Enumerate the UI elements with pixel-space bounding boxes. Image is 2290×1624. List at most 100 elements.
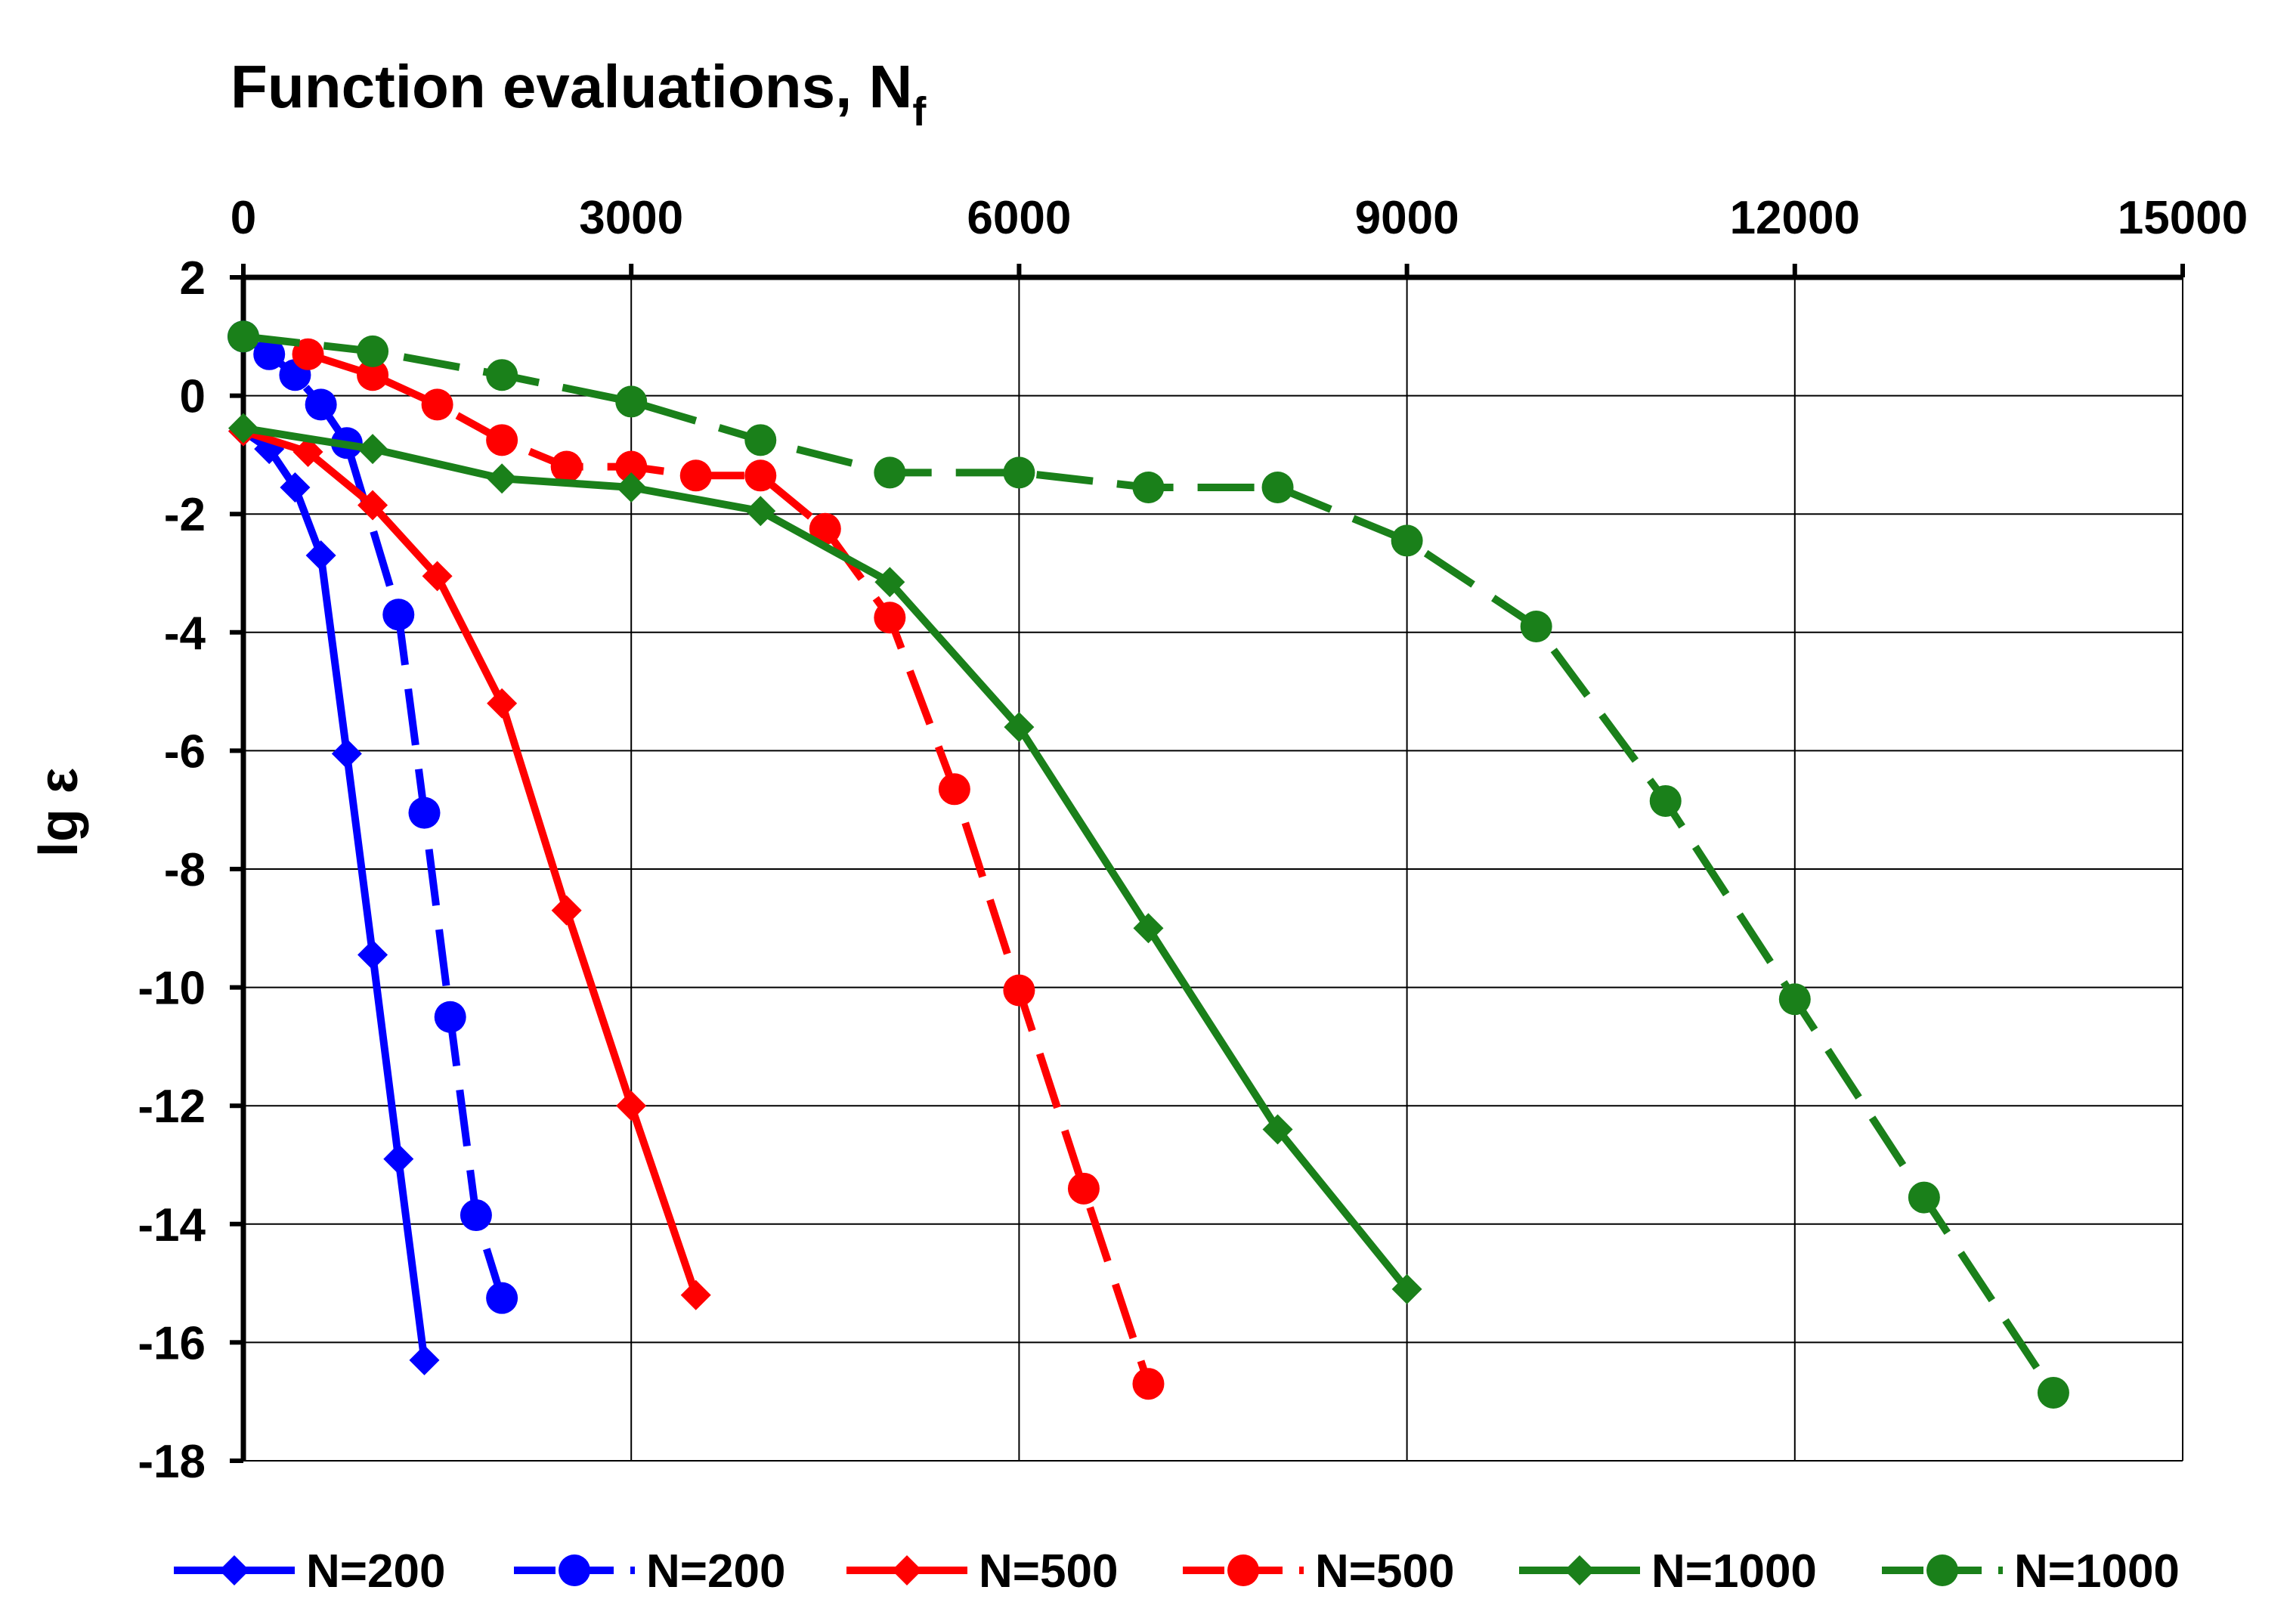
data-point-circle — [1649, 784, 1682, 817]
data-point-diamond — [487, 688, 518, 719]
y-tick-label: -4 — [164, 608, 206, 660]
data-point-circle — [1132, 471, 1165, 503]
data-point-diamond — [874, 567, 905, 598]
y-axis-ticks: 2 0 -2 -4 -6 -8 -10 -12 -14 -16 -18 — [138, 252, 243, 1488]
data-point-circle — [874, 456, 906, 489]
y-tick-label: -6 — [164, 725, 206, 778]
data-point-circle — [1003, 456, 1035, 489]
data-point-diamond — [357, 434, 388, 465]
y-tick-label: -8 — [164, 844, 206, 896]
data-point-diamond — [745, 496, 776, 527]
chart-title-main: Function evaluations, N — [231, 53, 912, 120]
data-point-circle — [1520, 610, 1552, 642]
legend-label: N=1000 — [1651, 1545, 1817, 1598]
data-point-diamond — [680, 1279, 711, 1310]
legend-marker-circle — [559, 1554, 590, 1586]
series-4 — [228, 413, 1422, 1304]
data-point-circle — [227, 320, 259, 353]
legend-marker-diamond — [219, 1555, 249, 1585]
data-point-circle — [615, 450, 648, 483]
legend-marker-circle — [1926, 1554, 1958, 1586]
data-point-diamond — [228, 413, 258, 444]
data-point-diamond — [422, 561, 453, 592]
data-point-circle — [1067, 1172, 1100, 1205]
data-point-circle — [305, 388, 337, 421]
data-point-circle — [809, 512, 841, 545]
data-point-circle — [938, 773, 970, 806]
y-tick-label: 0 — [180, 371, 206, 423]
data-point-circle — [421, 388, 453, 421]
data-point-diamond — [331, 738, 362, 769]
data-point-diamond — [383, 1143, 414, 1174]
x-tick-label: 0 — [231, 192, 256, 244]
data-point-diamond — [1133, 913, 1164, 944]
legend-item: N=500 — [1183, 1545, 1454, 1598]
data-point-circle — [292, 338, 324, 370]
data-point-diamond — [357, 939, 388, 970]
data-point-circle — [486, 1282, 518, 1314]
data-point-circle — [486, 424, 518, 456]
legend-label: N=200 — [646, 1545, 785, 1598]
data-point-circle — [615, 385, 648, 418]
x-axis-ticks: 0 3000 6000 9000 12000 15000 — [231, 192, 2248, 277]
legend-label: N=200 — [306, 1545, 445, 1598]
legend-marker-circle — [1227, 1554, 1259, 1586]
data-point-diamond — [1262, 1114, 1293, 1145]
y-tick-label: -10 — [138, 963, 206, 1015]
data-point-circle — [550, 450, 583, 483]
y-axis-label: lg ε — [29, 768, 89, 857]
legend-item: N=1000 — [1882, 1545, 2180, 1598]
series-line — [242, 427, 700, 1297]
series-group — [227, 320, 2069, 1409]
data-point-circle — [1132, 1368, 1165, 1400]
y-tick-label: -14 — [138, 1199, 206, 1251]
data-point-diamond — [305, 540, 336, 571]
data-point-diamond — [1391, 1273, 1422, 1304]
y-tick-label: -18 — [138, 1436, 206, 1488]
x-tick-label: 3000 — [579, 192, 683, 244]
data-point-circle — [2037, 1376, 2069, 1409]
series-5 — [227, 320, 2069, 1409]
y-tick-label: -12 — [138, 1081, 206, 1133]
series-line — [241, 428, 429, 1361]
data-point-circle — [744, 459, 777, 492]
data-point-circle — [874, 602, 906, 634]
legend-item: N=1000 — [1519, 1545, 1817, 1598]
data-point-circle — [1778, 983, 1811, 1016]
data-point-circle — [1908, 1181, 1940, 1214]
x-tick-label: 6000 — [967, 192, 1071, 244]
legend-item: N=200 — [514, 1545, 785, 1598]
data-point-circle — [744, 424, 777, 456]
series-3 — [292, 338, 1165, 1400]
x-tick-label: 12000 — [1730, 192, 1860, 244]
data-point-diamond — [487, 463, 518, 494]
legend-marker-diamond — [892, 1555, 922, 1585]
chart-title: Function evaluations, Nf — [231, 53, 927, 135]
data-point-circle — [408, 797, 441, 829]
y-tick-label: -16 — [138, 1317, 206, 1369]
data-point-circle — [357, 335, 389, 367]
data-point-circle — [253, 338, 286, 370]
data-point-circle — [434, 1001, 466, 1033]
series-line — [243, 424, 1410, 1292]
x-tick-label: 15000 — [2118, 192, 2248, 244]
data-point-circle — [382, 599, 415, 631]
data-point-diamond — [357, 490, 388, 521]
series-2 — [228, 416, 711, 1310]
data-point-circle — [1261, 471, 1294, 503]
data-point-diamond — [280, 472, 311, 503]
series-0 — [228, 416, 440, 1375]
data-point-diamond — [1004, 712, 1035, 743]
x-tick-label: 9000 — [1355, 192, 1459, 244]
data-point-diamond — [616, 472, 647, 503]
data-point-circle — [1003, 974, 1035, 1007]
legend-item: N=500 — [846, 1545, 1118, 1598]
legend-label: N=500 — [979, 1545, 1118, 1598]
legend-item: N=200 — [174, 1545, 445, 1598]
data-point-diamond — [292, 436, 323, 467]
series-line — [241, 333, 506, 1300]
series-line — [306, 351, 1153, 1385]
legend: N=200 N=200 N=500 N=500 N=1000 N=1000 — [174, 1545, 2180, 1598]
data-point-diamond — [409, 1344, 440, 1375]
